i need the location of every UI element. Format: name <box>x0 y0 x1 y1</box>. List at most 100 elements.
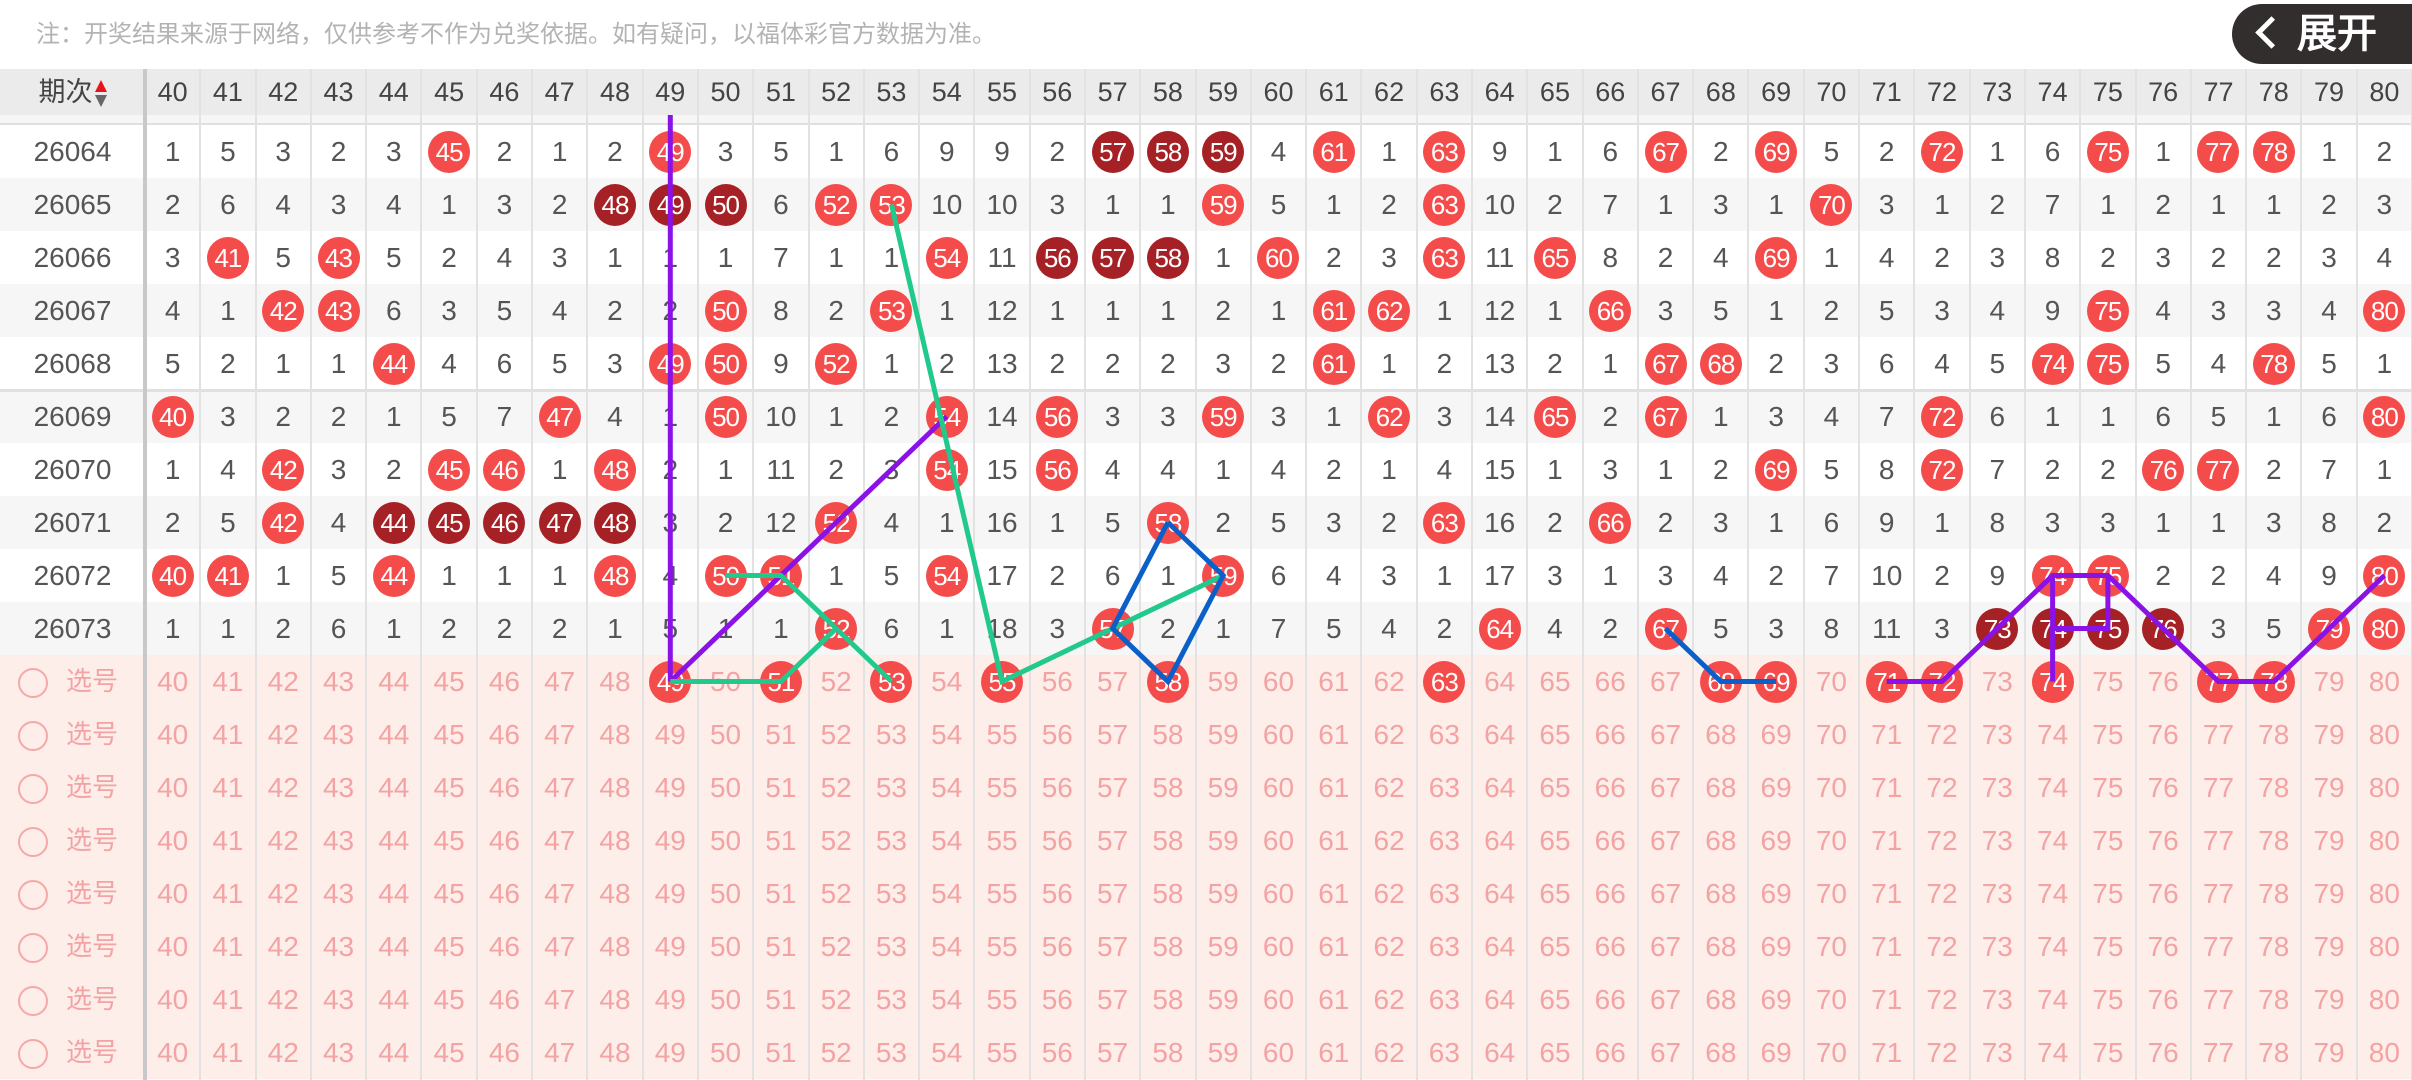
number-option-selected[interactable]: 78 <box>2246 655 2301 708</box>
number-option[interactable]: 79 <box>2313 666 2345 697</box>
number-option[interactable]: 49 <box>654 719 686 750</box>
radio-circle-icon[interactable] <box>18 986 48 1016</box>
number-option[interactable]: 70 <box>1815 772 1847 803</box>
number-option-selected[interactable]: 72 <box>1914 655 1969 708</box>
number-option[interactable]: 44 <box>378 772 410 803</box>
select-row-toggle[interactable]: 选号 <box>0 814 145 867</box>
number-option[interactable]: 61 <box>1318 1037 1350 1068</box>
number-option[interactable]: 72 <box>1926 878 1958 909</box>
number-option[interactable]: 79 <box>2313 1037 2345 1068</box>
number-option[interactable]: 70 <box>1815 1037 1847 1068</box>
number-option[interactable]: 70 <box>1815 666 1847 697</box>
number-option[interactable]: 41 <box>212 666 244 697</box>
number-option[interactable]: 66 <box>1594 878 1626 909</box>
number-option[interactable]: 59 <box>1207 878 1239 909</box>
number-option[interactable]: 76 <box>2147 666 2179 697</box>
number-option[interactable]: 54 <box>931 772 963 803</box>
number-option[interactable]: 50 <box>709 772 742 803</box>
number-option-selected[interactable]: 53 <box>864 655 919 708</box>
number-option[interactable]: 55 <box>986 772 1018 803</box>
select-row-toggle[interactable]: 选号 <box>0 973 145 1026</box>
number-option[interactable]: 67 <box>1649 878 1682 909</box>
number-option[interactable]: 61 <box>1318 878 1350 909</box>
number-option[interactable]: 50 <box>709 1037 742 1068</box>
number-option[interactable]: 77 <box>2202 878 2235 909</box>
number-option[interactable]: 46 <box>488 931 520 962</box>
number-option[interactable]: 46 <box>488 719 520 750</box>
radio-circle-icon[interactable] <box>18 1039 48 1069</box>
number-option[interactable]: 62 <box>1373 931 1405 962</box>
number-option[interactable]: 64 <box>1484 984 1516 1015</box>
radio-circle-icon[interactable] <box>18 721 48 751</box>
number-option[interactable]: 65 <box>1539 772 1571 803</box>
number-option[interactable]: 43 <box>322 1037 355 1068</box>
number-option[interactable]: 65 <box>1539 666 1571 697</box>
number-option[interactable]: 53 <box>875 825 908 856</box>
number-option[interactable]: 71 <box>1871 878 1903 909</box>
number-option[interactable]: 55 <box>986 878 1018 909</box>
number-option[interactable]: 60 <box>1262 825 1295 856</box>
number-option[interactable]: 77 <box>2202 719 2235 750</box>
number-option[interactable]: 75 <box>2092 878 2124 909</box>
number-option[interactable]: 72 <box>1926 772 1958 803</box>
number-option[interactable]: 64 <box>1484 825 1516 856</box>
number-option[interactable]: 68 <box>1705 719 1737 750</box>
number-option[interactable]: 71 <box>1871 984 1903 1015</box>
number-option[interactable]: 57 <box>1097 931 1129 962</box>
number-option[interactable]: 45 <box>433 984 465 1015</box>
number-option[interactable]: 48 <box>599 719 631 750</box>
number-option[interactable]: 46 <box>488 825 520 856</box>
number-option[interactable]: 61 <box>1318 931 1350 962</box>
number-option[interactable]: 69 <box>1760 825 1792 856</box>
number-option[interactable]: 42 <box>267 1037 299 1068</box>
number-option[interactable]: 58 <box>1152 1037 1184 1068</box>
number-option[interactable]: 57 <box>1097 772 1129 803</box>
number-option[interactable]: 56 <box>1041 984 1073 1015</box>
number-option[interactable]: 62 <box>1373 772 1405 803</box>
number-option[interactable]: 62 <box>1373 666 1405 697</box>
number-option[interactable]: 70 <box>1815 878 1847 909</box>
number-option[interactable]: 70 <box>1815 825 1847 856</box>
number-option[interactable]: 53 <box>875 1037 908 1068</box>
number-option[interactable]: 50 <box>709 931 742 962</box>
radio-circle-icon[interactable] <box>18 827 48 857</box>
number-option[interactable]: 44 <box>378 984 410 1015</box>
number-option[interactable]: 59 <box>1207 931 1239 962</box>
number-option-selected[interactable]: 69 <box>1748 655 1803 708</box>
number-option[interactable]: 61 <box>1318 984 1350 1015</box>
number-option[interactable]: 61 <box>1318 666 1350 697</box>
number-option[interactable]: 52 <box>820 931 852 962</box>
number-option-selected[interactable]: 68 <box>1693 655 1748 708</box>
number-option[interactable]: 49 <box>654 825 686 856</box>
number-option[interactable]: 72 <box>1926 719 1958 750</box>
expand-button[interactable]: 展开 <box>2232 4 2412 64</box>
number-option[interactable]: 56 <box>1041 931 1073 962</box>
number-option[interactable]: 46 <box>488 878 520 909</box>
number-option[interactable]: 41 <box>212 719 244 750</box>
number-option[interactable]: 44 <box>378 719 410 750</box>
number-option[interactable]: 54 <box>931 666 963 697</box>
number-option[interactable]: 78 <box>2258 931 2290 962</box>
number-option[interactable]: 52 <box>820 825 852 856</box>
number-option[interactable]: 66 <box>1594 984 1626 1015</box>
number-option[interactable]: 54 <box>931 878 963 909</box>
number-option[interactable]: 40 <box>157 666 189 697</box>
number-option[interactable]: 62 <box>1373 1037 1405 1068</box>
number-option[interactable]: 69 <box>1760 878 1792 909</box>
number-option[interactable]: 43 <box>322 825 355 856</box>
number-option[interactable]: 67 <box>1649 772 1682 803</box>
number-option[interactable]: 48 <box>599 931 631 962</box>
number-option[interactable]: 78 <box>2258 772 2290 803</box>
number-option[interactable]: 70 <box>1815 719 1847 750</box>
number-option[interactable]: 45 <box>433 1037 465 1068</box>
number-option[interactable]: 49 <box>654 984 686 1015</box>
number-option[interactable]: 63 <box>1428 931 1460 962</box>
select-row-toggle[interactable]: 选号 <box>0 867 145 920</box>
number-option[interactable]: 50 <box>709 878 742 909</box>
number-option[interactable]: 73 <box>1981 931 2013 962</box>
number-option[interactable]: 53 <box>875 719 908 750</box>
number-option[interactable]: 43 <box>322 772 355 803</box>
number-option[interactable]: 70 <box>1815 984 1847 1015</box>
number-option[interactable]: 68 <box>1705 1037 1737 1068</box>
number-option[interactable]: 79 <box>2313 825 2345 856</box>
